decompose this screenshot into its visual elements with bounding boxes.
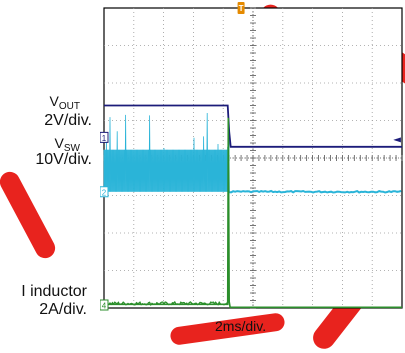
trigger-marker [237, 2, 245, 14]
time-scale-label: 2ms/div. [215, 318, 267, 334]
vsw-scale-label: 10V/div. [35, 151, 92, 168]
vsw-label: VSW [5, 136, 80, 156]
vsw-trace-off [228, 189, 402, 194]
channel-4-marker-text: 4 [102, 302, 107, 311]
channel-2-marker [100, 186, 109, 198]
vsw-trace [103, 112, 230, 192]
channel-2-marker-text: 2 [102, 188, 107, 197]
channel-4-marker [100, 299, 109, 311]
vout-label: VOUT [5, 94, 80, 114]
vout-trace [104, 104, 402, 148]
il-scale-label: 2A/div. [39, 301, 87, 318]
vout-label-main: V [49, 93, 59, 109]
channel-1-marker [100, 131, 109, 143]
vout-label-sub: OUT [58, 101, 80, 112]
trigger-marker-text: T [239, 4, 244, 13]
watermark-stroke [0, 168, 59, 262]
oscilloscope-plot: 1 2 4 T ◄ [100, 2, 403, 311]
vout-scale-label: 2V/div. [44, 112, 92, 129]
vsw-label-sub: SW [63, 143, 80, 154]
channel-1-marker-text: 1 [102, 134, 107, 143]
il-label: I inductor [21, 283, 87, 300]
right-edge-marker: ◄ [393, 134, 401, 145]
il-trace [104, 117, 402, 309]
vsw-label-main: V [54, 135, 64, 151]
